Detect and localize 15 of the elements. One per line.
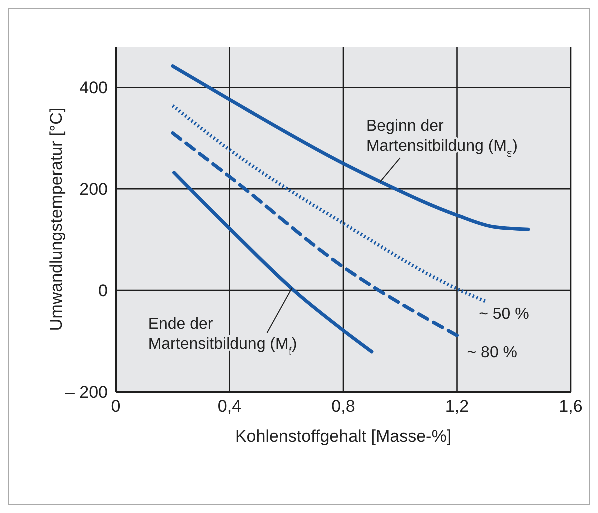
x-tick-label: 1,6 (559, 397, 583, 416)
x-tick-label: 0 (111, 397, 121, 416)
y-axis-title: Umwandlungstemperatur [°C] (47, 108, 66, 332)
line-series (171, 64, 530, 232)
y-tick-label: 200 (80, 180, 108, 200)
line-series (171, 104, 489, 304)
x-tick-label: 0,8 (332, 397, 356, 416)
x-axis-title: Kohlenstoffgehalt [Masse-%] (235, 427, 452, 446)
y-tick-label: 400 (80, 78, 108, 98)
x-tick-label: 1,2 (445, 397, 470, 416)
annotation: ~ 50 % (479, 306, 530, 324)
annotation: ~ 80 % (467, 344, 518, 362)
x-tick-label: 0,4 (218, 397, 242, 416)
y-tick-label: – 200 (65, 383, 108, 402)
y-tick-label: 0 (98, 282, 108, 301)
